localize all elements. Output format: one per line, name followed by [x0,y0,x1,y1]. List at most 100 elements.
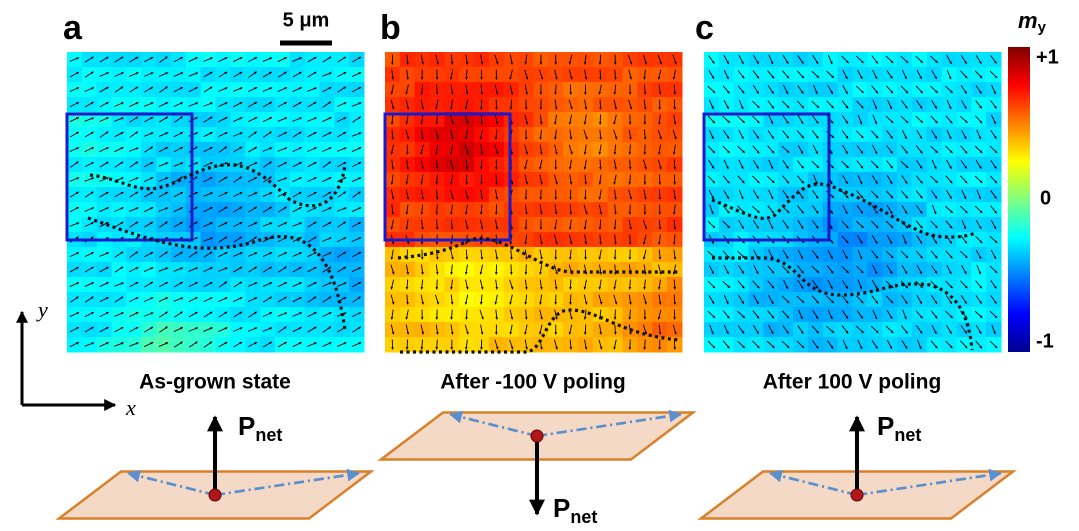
vector-arrow [158,207,169,212]
vector-arrow [307,342,317,347]
vector-arrow [277,161,287,168]
vector-arrow [129,281,139,288]
vector-arrow [114,207,124,212]
vector-arrow [307,326,317,333]
vector-arrow [173,281,183,288]
colorbar-label: -1 [1036,330,1054,352]
vector-arrow [159,311,168,318]
vector-arrow [69,251,80,258]
vector-arrow [99,86,109,93]
vector-arrow [203,192,213,197]
vector-arrow [336,147,347,152]
vector-arrow [158,342,169,347]
vector-arrow [69,191,79,198]
vector-arrow [248,236,258,243]
vector-arrow [248,146,258,153]
vector-arrow [218,191,228,198]
vector-arrow [69,312,80,317]
vector-arrow [336,342,347,347]
vector-arrow [628,234,632,245]
vector-arrow [583,189,587,200]
vector-arrow [277,206,287,213]
vector-arrow [84,207,95,212]
vector-arrow [99,161,109,168]
vector-arrow [351,267,362,272]
vector-arrow [233,311,243,318]
vector-arrow [203,206,213,213]
vector-arrow [144,326,154,333]
vector-arrow [203,222,213,227]
vector-arrow [84,296,94,303]
vector-arrow [248,311,258,318]
vector-arrow [351,237,362,242]
vector-arrow [69,57,80,62]
vector-arrow [144,86,154,93]
vector-arrow [292,206,302,213]
vector-arrow [599,159,602,170]
vector-arrow [114,191,124,198]
vector-arrow [69,206,80,213]
maps [65,52,1002,354]
vector-arrow [337,131,347,138]
vector-arrow [203,341,213,348]
vector-arrow [277,87,288,92]
vector-arrow [307,147,317,152]
vector-arrow [173,86,184,93]
vector-arrow [524,264,528,275]
vector-arrow [173,162,184,167]
vector-arrow [69,266,80,273]
vector-arrow [218,116,228,123]
vector-arrow [114,312,124,317]
vector-arrow [277,147,288,152]
vector-arrow [99,281,109,288]
vector-arrow [262,266,272,273]
vector-arrow [351,207,362,212]
vector-arrow [352,116,361,123]
vector-arrow [188,327,199,332]
vector-arrow [114,221,124,228]
vector-arrow [173,191,184,198]
vector-arrow [218,267,228,272]
vector-arrow [233,101,243,108]
vector-arrow [352,296,361,303]
vector-arrow [99,147,109,152]
vector-arrow [188,56,198,63]
panel-letter: c [695,9,714,47]
vector-arrow [351,281,362,288]
vector-arrow [628,339,632,350]
polarization-label: Pnet [553,493,597,527]
vector-arrow [307,296,317,303]
vector-arrow [351,147,362,152]
vector-arrow [159,221,168,228]
vector-arrow [84,56,94,63]
vector-arrow [69,87,80,92]
vector-arrow [203,57,213,62]
magnetization-map [383,52,683,353]
vector-arrow [322,86,332,93]
vector-arrow [262,101,273,108]
colorbar [1008,47,1030,352]
region-box [65,112,194,242]
vector-arrow [84,251,94,258]
vector-arrow [351,56,362,63]
vector-arrow [247,341,258,348]
vector-arrow [129,161,139,168]
vector-arrow [144,191,154,198]
vector-arrow [233,56,243,63]
vector-arrow [351,102,362,107]
vector-arrow [307,236,317,243]
vector-arrow [99,252,109,257]
vector-arrow [307,101,317,108]
vector-arrow [277,251,288,258]
ion [208,488,222,502]
vector-arrow [158,116,169,123]
vector-arrow [351,86,362,93]
vector-arrow [569,279,572,290]
vector-arrow [337,266,347,273]
vector-arrow [292,326,302,333]
polarization-label: Pnet [877,411,921,445]
vector-arrow [292,101,302,108]
vector-arrow [158,281,169,288]
vector-arrow [351,132,362,137]
vector-arrow [247,327,258,332]
